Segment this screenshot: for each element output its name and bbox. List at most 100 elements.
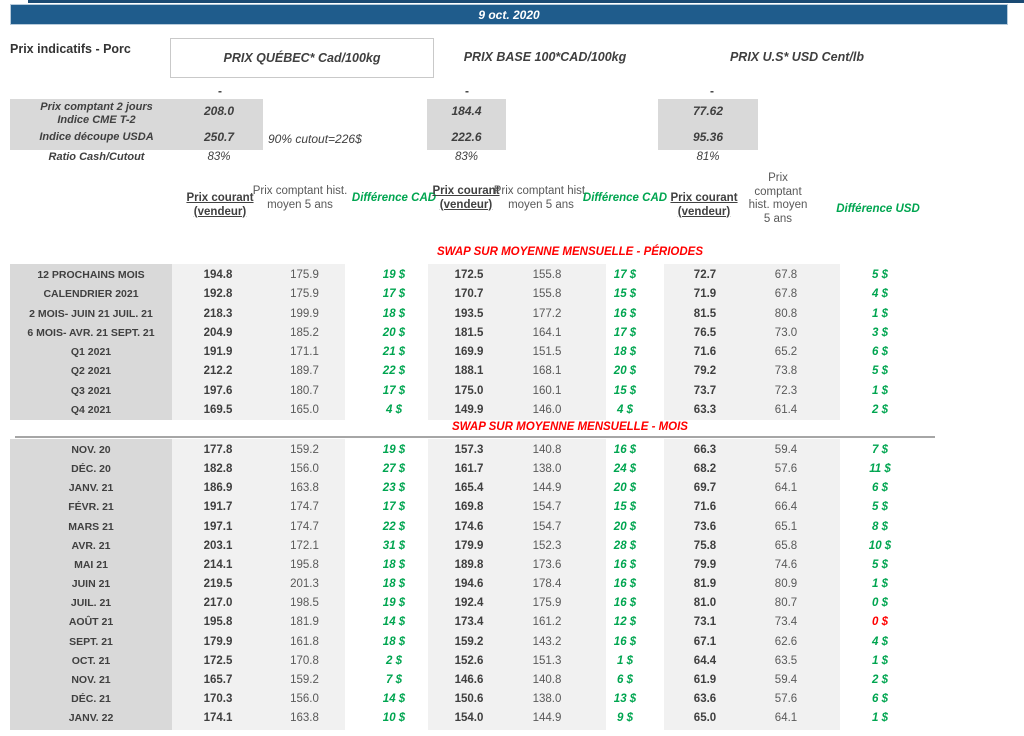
us-current-cell: 79.9 (693, 558, 717, 571)
periods-base-band (428, 264, 606, 420)
us-diff-cell: 2 $ (872, 673, 888, 686)
us-hist-cell: 67.8 (774, 288, 798, 301)
qc-diff-cell: 17 $ (382, 384, 406, 397)
qc-current-cell: 217.0 (203, 597, 233, 610)
qc-hist-cell: 159.2 (290, 673, 319, 686)
us-hist-cell: 66.4 (774, 501, 798, 514)
us-current-cell: 68.2 (693, 463, 717, 476)
cme-us-value: 77.62 (692, 104, 724, 118)
base-current-cell: 169.8 (454, 501, 484, 514)
qc-current-cell: 197.1 (203, 520, 233, 533)
row-label: DÉC. 20 (71, 463, 111, 476)
qc-hist-cell: 201.3 (290, 578, 319, 591)
periods-quebec-band (172, 264, 345, 420)
us-current-cell: 81.0 (693, 597, 717, 610)
row-label: SEPT. 21 (69, 635, 113, 648)
qc-hist-col-header: Prix comptant hist. moyen 5 ans (252, 185, 348, 211)
base-hist-cell: 155.8 (532, 269, 562, 281)
qc-current-cell: 192.8 (203, 288, 233, 301)
base-diff-cell: 16 $ (613, 307, 637, 320)
cme-label-line2: Indice CME T-2 (57, 114, 136, 126)
us-hist-cell: 65.8 (774, 539, 798, 552)
base-current-cell: 165.4 (454, 482, 484, 495)
us-diff-cell: 1 $ (872, 307, 888, 320)
us-diff-cell: 6 $ (872, 692, 888, 705)
us-current-cell: 81.5 (693, 307, 717, 320)
us-current-col-header: Prix courant (vendeur) (670, 192, 738, 218)
qc-diff-cell: 21 $ (382, 346, 406, 358)
base-current-cell: 175.0 (454, 384, 484, 397)
us-diff-cell: 10 $ (868, 539, 892, 552)
us-hist-cell: 62.6 (774, 635, 798, 648)
qc-diff-cell: 27 $ (382, 463, 406, 476)
qc-diff-cell: 18 $ (382, 578, 406, 591)
qc-current-cell: 186.9 (203, 482, 233, 495)
row-label: Q4 2021 (70, 403, 112, 416)
qc-current-cell: 170.3 (203, 692, 233, 705)
qc-current-cell: 194.8 (203, 269, 233, 281)
us-hist-cell: 80.7 (774, 597, 798, 610)
top-border-strip (28, 0, 1024, 3)
cme-label-line1: Prix comptant 2 jours (40, 101, 153, 113)
cme-quebec-value: 208.0 (203, 104, 235, 118)
periods-section-title: SWAP SUR MOYENNE MENSUELLE - PÉRIODES (436, 246, 704, 258)
quebec-group-header-box: PRIX QUÉBEC* Cad/100kg (170, 38, 434, 78)
base-hist-cell: 140.8 (532, 444, 562, 456)
qc-current-cell: 165.7 (203, 673, 233, 686)
qc-current-cell: 179.9 (203, 635, 233, 648)
base-hist-cell: 154.7 (532, 501, 562, 514)
us-hist-cell: 65.2 (774, 346, 798, 358)
us-diff-cell: 11 $ (869, 463, 891, 476)
us-diff-cell: 1 $ (872, 712, 888, 725)
us-dash: - (710, 84, 714, 98)
qc-hist-cell: 170.8 (290, 654, 319, 667)
months-label-band (10, 439, 172, 730)
us-hist-cell: 59.4 (774, 673, 798, 686)
base-current-cell: 161.7 (454, 463, 484, 476)
base-current-cell: 157.3 (454, 444, 484, 456)
base-dash: - (465, 84, 469, 98)
row-label: MAI 21 (74, 558, 108, 571)
us-diff-cell: 4 $ (872, 288, 888, 301)
us-hist-cell: 73.8 (774, 365, 798, 378)
qc-current-col-header: Prix courant (vendeur) (186, 192, 254, 218)
base-diff-cell: 15 $ (613, 501, 637, 514)
row-label: Q2 2021 (70, 365, 112, 378)
qc-current-cell: 191.9 (203, 346, 233, 358)
row-label: 6 MOIS- AVR. 21 SEPT. 21 (27, 326, 155, 339)
us-summary-box (658, 99, 758, 150)
base-current-cell: 170.7 (454, 288, 484, 301)
us-hist-cell: 64.1 (774, 712, 798, 725)
qc-diff-cell: 10 $ (382, 712, 406, 725)
base-current-cell: 189.8 (454, 558, 484, 571)
quebec-group-header: PRIX QUÉBEC* Cad/100kg (223, 51, 381, 65)
base-current-cell: 152.6 (454, 654, 484, 667)
report-date: 9 oct. 2020 (478, 7, 540, 22)
us-diff-cell: 0 $ (872, 597, 888, 610)
base-current-cell: 169.9 (454, 346, 484, 358)
qc-diff-cell: 18 $ (382, 635, 406, 648)
us-current-cell: 71.6 (693, 501, 717, 514)
row-label: Q3 2021 (70, 384, 112, 397)
us-diff-cell: 8 $ (872, 520, 888, 533)
qc-diff-cell: 7 $ (386, 673, 402, 686)
qc-hist-cell: 171.1 (290, 346, 319, 358)
usda-row-label: Indice découpe USDA (39, 131, 154, 143)
qc-current-cell: 212.2 (203, 365, 233, 378)
base-hist-cell: 154.7 (532, 520, 562, 533)
qc-diff-cell: 23 $ (382, 482, 406, 495)
qc-diff-cell: 4 $ (386, 403, 402, 416)
qc-hist-cell: 175.9 (290, 269, 319, 281)
base-current-cell: 146.6 (454, 673, 484, 686)
us-current-cell: 63.3 (693, 403, 717, 416)
base-diff-cell: 16 $ (613, 578, 637, 591)
qc-diff-cell: 19 $ (382, 597, 406, 610)
us-diff-cell: 1 $ (872, 384, 888, 397)
us-hist-cell: 73.0 (774, 326, 798, 339)
us-diff-cell: 5 $ (872, 558, 888, 571)
qc-hist-cell: 180.7 (290, 384, 319, 397)
row-label: DÉC. 21 (71, 692, 111, 705)
qc-diff-cell: 17 $ (382, 501, 406, 514)
us-hist-cell: 80.8 (774, 307, 798, 320)
base-hist-cell: 164.1 (532, 326, 562, 339)
